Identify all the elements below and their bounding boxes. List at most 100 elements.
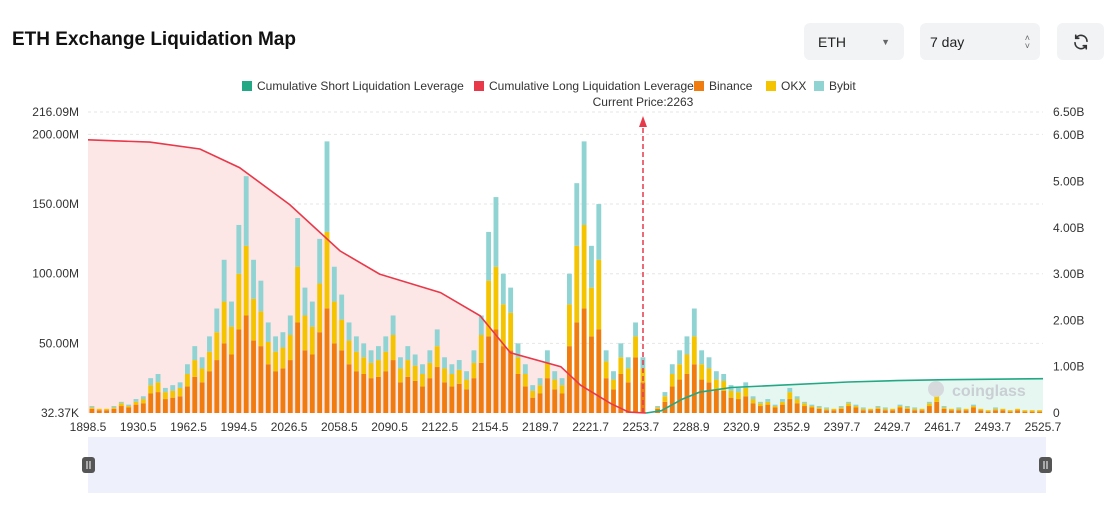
period-select[interactable]: 7 day ˄ ˅: [920, 23, 1040, 60]
bar-binance: [1015, 410, 1020, 413]
bar-binance: [552, 389, 558, 413]
bar-bybit: [302, 287, 308, 316]
bar-bybit: [552, 371, 558, 380]
bar-okx: [544, 362, 550, 379]
bar-okx: [104, 408, 110, 411]
bar-binance: [787, 399, 793, 413]
right-axis-tick: 3.00B: [1053, 267, 1084, 281]
bar-okx: [772, 406, 778, 408]
bar-okx: [251, 298, 256, 341]
bar-bybit: [824, 407, 829, 409]
bar-binance: [515, 373, 521, 413]
x-axis-tick: 2320.9: [723, 420, 760, 434]
bar-okx: [904, 407, 910, 409]
left-axis-tick: 32.37K: [41, 406, 79, 420]
caret-down-icon: ▼: [881, 36, 890, 47]
bar-bybit: [155, 373, 161, 383]
bar-binance: [177, 396, 183, 413]
bar-binance: [904, 408, 910, 413]
bar-okx: [170, 390, 176, 398]
bar-binance: [544, 378, 550, 413]
bar-binance: [471, 378, 477, 413]
legend-swatch: [242, 81, 252, 91]
bar-binance: [339, 350, 345, 413]
bar-bybit: [971, 404, 976, 407]
bar-okx: [559, 385, 565, 394]
bar-okx: [978, 408, 984, 411]
bar-bybit: [420, 364, 425, 374]
bar-binance: [229, 354, 234, 413]
bar-binance: [941, 408, 947, 413]
bar-bybit: [309, 301, 315, 327]
bar-okx: [853, 406, 859, 408]
bar-binance: [890, 410, 896, 413]
bar-okx: [684, 354, 690, 374]
bar-bybit: [376, 346, 381, 361]
right-axis-tick: 6.00B: [1053, 128, 1084, 142]
bar-binance: [611, 389, 616, 413]
bar-binance: [427, 378, 433, 413]
bar-binance: [662, 401, 668, 413]
bar-okx: [1022, 410, 1028, 412]
bar-okx: [390, 334, 396, 361]
bar-bybit: [464, 371, 469, 380]
slider-track[interactable]: [88, 437, 1046, 493]
bar-okx: [118, 403, 124, 407]
bar-bybit: [787, 387, 793, 393]
bar-okx: [581, 224, 587, 309]
bar-okx: [750, 399, 756, 404]
bar-okx: [346, 340, 352, 365]
zoom-slider[interactable]: [82, 437, 1052, 493]
bar-okx: [383, 351, 389, 372]
bar-bybit: [148, 378, 154, 386]
bar-okx: [875, 407, 881, 409]
bar-bybit: [177, 382, 183, 388]
bar-bybit: [199, 357, 205, 369]
bar-binance: [192, 376, 198, 413]
bar-bybit: [772, 404, 778, 407]
bar-okx: [243, 245, 249, 316]
bar-okx: [860, 408, 866, 411]
bar-okx: [1015, 408, 1020, 411]
bar-okx: [317, 283, 323, 333]
bar-binance: [500, 346, 506, 413]
bar-binance: [912, 410, 918, 413]
coin-select-value: ETH: [818, 33, 846, 50]
bar-bybit: [721, 373, 727, 381]
bar-binance: [589, 336, 594, 413]
bar-okx: [794, 399, 800, 404]
left-axis-tick: 50.00M: [39, 336, 79, 350]
bar-binance: [148, 393, 154, 413]
bar-okx: [985, 410, 991, 412]
bar-okx: [618, 357, 624, 374]
bar-binance: [434, 367, 440, 413]
bar-okx: [162, 392, 168, 400]
coinglass-logo-icon: [928, 381, 944, 397]
bar-binance: [1029, 411, 1035, 413]
refresh-button[interactable]: [1057, 23, 1104, 60]
bar-okx: [926, 403, 932, 407]
legend-item: Cumulative Short Liquidation Leverage: [257, 79, 464, 93]
bar-binance: [118, 406, 124, 413]
bar-binance: [713, 389, 719, 413]
bar-binance: [398, 382, 403, 413]
slider-handle-right[interactable]: [1039, 457, 1052, 473]
bar-bybit: [802, 401, 807, 404]
bar-binance: [368, 378, 374, 413]
bar-okx: [728, 390, 734, 398]
bar-bybit: [669, 364, 675, 374]
bar-binance: [522, 386, 528, 413]
bar-okx: [868, 408, 874, 411]
bar-okx: [941, 407, 947, 409]
bar-okx: [148, 385, 154, 394]
slider-handle-left[interactable]: [82, 457, 95, 473]
bar-binance: [133, 404, 139, 413]
bar-binance: [684, 373, 690, 413]
bar-binance: [302, 350, 308, 413]
bar-okx: [302, 315, 308, 351]
bar-okx: [1000, 408, 1006, 411]
bar-binance: [317, 332, 323, 413]
coin-select[interactable]: ETH ▼: [804, 23, 904, 60]
bar-bybit: [574, 183, 580, 246]
